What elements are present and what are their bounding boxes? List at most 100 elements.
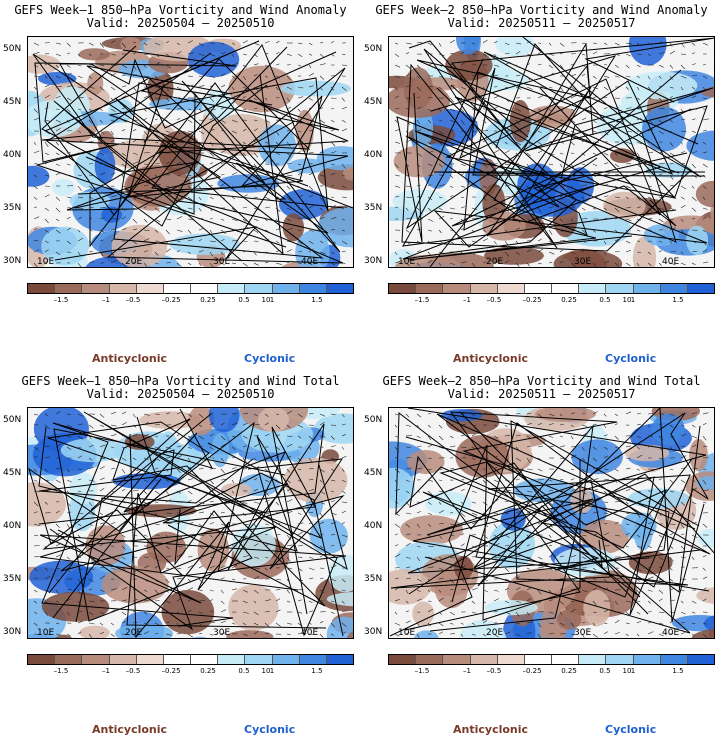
colorbar-scale-label: 10 [261,296,271,304]
longitude-label: 30E [213,628,231,638]
colorbar-swatch [660,655,688,664]
colorbar-swatch [687,655,715,664]
colorbar-scale-label: 10 [622,667,632,675]
colorbar-swatch [416,655,444,664]
vorticity-field [28,408,353,638]
colorbar-swatch [443,655,471,664]
colorbar-tick-label: –0.25 [522,296,542,304]
colorbar-swatch [218,655,246,664]
cyclonic-legend: Cyclonic [244,723,296,736]
anticyclonic-legend: Anticyclonic [92,723,168,736]
panel-title: GEFS Week–1 850–hPa Vorticity and Wind A… [14,3,347,17]
colorbar-swatch [606,655,634,664]
longitude-label: 40E [301,257,319,267]
vorticity-map [27,407,354,639]
colorbar-swatch [136,655,164,664]
map-panel: GEFS Week–2 850–hPa Vorticity and Wind A… [361,0,722,371]
colorbar-swatch [299,284,327,293]
colorbar-tick-label: –1 [463,296,471,304]
panel-title: GEFS Week–2 850–hPa Vorticity and Wind A… [375,3,708,17]
colorbar-tick-label: –0.5 [486,667,502,675]
latitude-label: 45N [3,97,22,107]
colorbar [388,283,715,294]
colorbar-swatch [660,284,688,293]
colorbar-tick-label: –1.5 [414,667,430,675]
colorbar-swatch [28,284,56,293]
colorbar-swatch [163,655,192,664]
colorbar-tick-label: 1.5 [311,667,323,675]
panel-valid-dates: Valid: 20250511 – 20250517 [447,16,636,30]
colorbar-swatch [552,655,580,664]
colorbar-scale-label: 10 [622,296,632,304]
latitude-label: 45N [364,97,383,107]
latitude-label: 45N [364,468,383,478]
colorbar-swatch [245,284,273,293]
colorbar-tick-label: –1 [102,296,110,304]
colorbar-ticks: –1.5 –1 –0.5 –0.25 0.25 0.5 1 1.5 10 [388,667,715,677]
anticyclonic-legend: Anticyclonic [453,352,529,365]
longitude-label: 10E [37,628,55,638]
colorbar-ticks: –1.5 –1 –0.5 –0.25 0.25 0.5 1 1.5 10 [27,667,354,677]
vorticity-map [388,36,715,268]
latitude-label: 50N [3,415,22,425]
latitude-label: 35N [364,574,383,584]
panel-valid-dates: Valid: 20250504 – 20250510 [86,387,275,401]
colorbar-tick-label: –1.5 [414,296,430,304]
colorbar-swatch [687,284,715,293]
longitude-label: 40E [301,628,319,638]
colorbar-ticks: –1.5 –1 –0.5 –0.25 0.25 0.5 1 1.5 10 [388,296,715,306]
colorbar-tick-label: 0.5 [238,296,250,304]
colorbar-tick-label: 0.25 [561,667,577,675]
longitude-label: 20E [486,257,504,267]
anticyclonic-legend: Anticyclonic [92,352,168,365]
vorticity-field [389,37,714,267]
longitude-label: 20E [125,628,143,638]
colorbar-swatch [299,655,327,664]
map-panel: GEFS Week–1 850–hPa Vorticity and Wind A… [0,0,361,371]
latitude-label: 40N [3,150,22,160]
colorbar-tick-label: 0.25 [200,667,216,675]
vorticity-field [28,37,353,267]
colorbar-swatch [163,284,192,293]
colorbar-tick-label: 1.5 [672,296,684,304]
colorbar-swatch [82,284,110,293]
latitude-label: 50N [3,44,22,54]
longitude-label: 10E [37,257,55,267]
colorbar-swatch [55,284,83,293]
colorbar-swatch [633,284,661,293]
colorbar-swatch [109,284,137,293]
colorbar-swatch [245,655,273,664]
colorbar-tick-label: 1 [630,296,636,304]
colorbar-tick-label: –0.25 [522,667,542,675]
colorbar-swatch [82,655,110,664]
latitude-label: 35N [3,574,22,584]
cyclonic-legend: Cyclonic [244,352,296,365]
latitude-label: 30N [364,256,383,266]
colorbar-swatch [389,284,417,293]
cyclonic-legend: Cyclonic [605,723,657,736]
colorbar [27,654,354,665]
colorbar-tick-label: 0.5 [599,296,611,304]
longitude-label: 30E [213,257,231,267]
latitude-label: 35N [364,203,383,213]
colorbar-tick-label: –1.5 [53,667,69,675]
colorbar-swatch [389,655,417,664]
colorbar-tick-label: –0.25 [161,296,181,304]
latitude-label: 45N [3,468,22,478]
colorbar-swatch [470,655,498,664]
colorbar-tick-label: 1.5 [672,667,684,675]
latitude-label: 40N [364,521,383,531]
longitude-label: 40E [662,257,680,267]
colorbar-tick-label: 0.5 [599,667,611,675]
colorbar-swatch [552,284,580,293]
colorbar-tick-label: –0.25 [161,667,181,675]
vorticity-map [388,407,715,639]
map-panel: GEFS Week–2 850–hPa Vorticity and Wind T… [361,371,722,742]
colorbar-swatch [497,655,525,664]
colorbar-swatch [326,655,354,664]
colorbar-tick-label: –1.5 [53,296,69,304]
colorbar-swatch [524,655,553,664]
colorbar-tick-label: –0.5 [125,667,141,675]
map-panel: GEFS Week–1 850–hPa Vorticity and Wind T… [0,371,361,742]
colorbar-swatch [579,284,607,293]
